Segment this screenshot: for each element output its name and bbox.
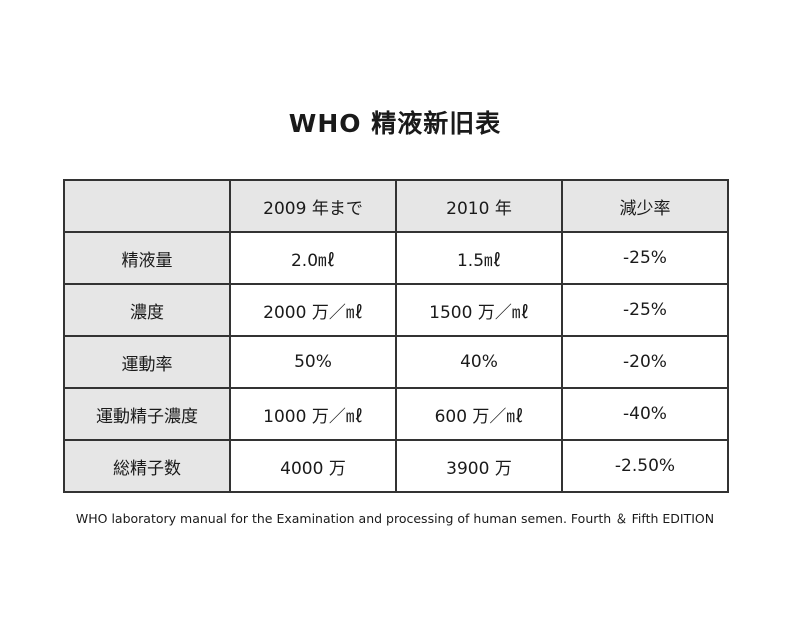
row-header: 精液量 bbox=[63, 231, 231, 285]
table-header-row: 2009 年まで 2010 年 減少率 bbox=[63, 179, 729, 233]
comparison-table: 2009 年まで 2010 年 減少率 精液量 2.0㎖ 1.5㎖ -25% 濃… bbox=[63, 179, 729, 493]
table-cell: -2.50% bbox=[561, 439, 729, 493]
table-cell: 2000 万／㎖ bbox=[229, 283, 397, 337]
table-row: 総精子数 4000 万 3900 万 -2.50% bbox=[63, 439, 729, 493]
table-cell: 2.0㎖ bbox=[229, 231, 397, 285]
table-cell: 3900 万 bbox=[395, 439, 563, 493]
table-cell: -40% bbox=[561, 387, 729, 441]
row-header: 運動率 bbox=[63, 335, 231, 389]
row-header: 濃度 bbox=[63, 283, 231, 337]
table-corner-cell bbox=[63, 179, 231, 233]
table-cell: -25% bbox=[561, 231, 729, 285]
table-cell: 1500 万／㎖ bbox=[395, 283, 563, 337]
table-row: 濃度 2000 万／㎖ 1500 万／㎖ -25% bbox=[63, 283, 729, 337]
table-cell: -20% bbox=[561, 335, 729, 389]
column-header-2010: 2010 年 bbox=[395, 179, 563, 233]
table-cell: 600 万／㎖ bbox=[395, 387, 563, 441]
table-row: 運動率 50% 40% -20% bbox=[63, 335, 729, 389]
column-header-reduction-rate: 減少率 bbox=[561, 179, 729, 233]
row-header: 総精子数 bbox=[63, 439, 231, 493]
table-cell: 40% bbox=[395, 335, 563, 389]
source-caption: WHO laboratory manual for the Examinatio… bbox=[75, 511, 715, 526]
table-cell: 50% bbox=[229, 335, 397, 389]
table-row: 精液量 2.0㎖ 1.5㎖ -25% bbox=[63, 231, 729, 285]
row-header: 運動精子濃度 bbox=[63, 387, 231, 441]
table-row: 運動精子濃度 1000 万／㎖ 600 万／㎖ -40% bbox=[63, 387, 729, 441]
table-cell: -25% bbox=[561, 283, 729, 337]
column-header-2009: 2009 年まで bbox=[229, 179, 397, 233]
table-cell: 4000 万 bbox=[229, 439, 397, 493]
table-cell: 1000 万／㎖ bbox=[229, 387, 397, 441]
table-cell: 1.5㎖ bbox=[395, 231, 563, 285]
page-title: WHO 精液新旧表 bbox=[288, 109, 502, 138]
